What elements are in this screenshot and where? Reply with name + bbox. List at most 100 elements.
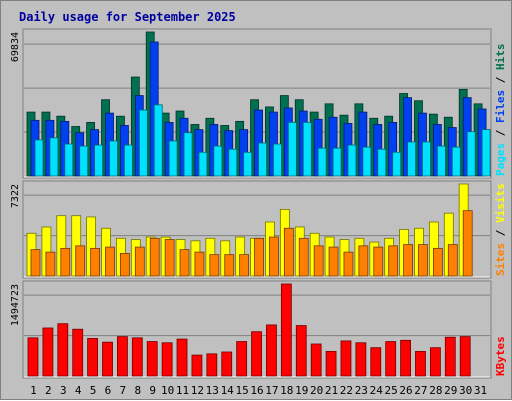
bar-sites-day-26 <box>403 244 413 277</box>
side-label-separator: / <box>494 223 507 243</box>
y-max-label: 69834 <box>10 32 21 62</box>
bar-sites-day-5 <box>90 247 101 277</box>
bar-kbytes-day-21 <box>325 350 337 377</box>
side-label-pages: Pages <box>494 143 507 176</box>
bar-sites-day-6 <box>105 246 115 277</box>
bar-pages-day-29 <box>451 146 461 177</box>
bar-sites-day-21 <box>328 246 339 277</box>
bar-pages-day-9 <box>153 104 163 177</box>
bar-sites-day-9 <box>149 237 160 277</box>
bar-pages-day-10 <box>168 140 178 177</box>
bar-pages-day-27 <box>422 141 431 177</box>
bar-kbytes-day-15 <box>236 341 248 377</box>
x-tick-day-29: 29 <box>444 384 457 397</box>
bar-sites-day-1 <box>30 249 41 277</box>
x-tick-day-11: 11 <box>176 384 189 397</box>
bar-kbytes-day-1 <box>27 337 39 377</box>
bar-pages-day-6 <box>109 140 118 177</box>
bar-pages-day-24 <box>377 148 387 177</box>
x-tick-day-3: 3 <box>60 384 67 397</box>
bar-kbytes-day-7 <box>117 336 128 377</box>
bar-kbytes-day-28 <box>429 347 441 377</box>
bar-pages-day-17 <box>273 143 282 177</box>
bar-pages-day-25 <box>392 151 402 177</box>
bar-sites-day-7 <box>120 252 130 277</box>
bar-kbytes-day-26 <box>400 339 411 377</box>
bar-pages-day-7 <box>124 144 133 177</box>
bar-kbytes-day-29 <box>444 336 456 377</box>
bar-sites-day-28 <box>432 247 443 277</box>
bar-kbytes-day-16 <box>251 331 262 377</box>
x-tick-day-15: 15 <box>235 384 248 397</box>
panel-kbytes: 1494723 KBytes <box>10 280 507 379</box>
x-tick-day-28: 28 <box>429 384 442 397</box>
bar-kbytes-day-13 <box>206 353 218 377</box>
bar-sites-day-3 <box>60 247 71 277</box>
side-label-kbytes: KBytes <box>494 336 507 376</box>
y-max-label: 1494723 <box>10 284 21 326</box>
bar-kbytes-day-10 <box>161 342 173 377</box>
x-tick-day-16: 16 <box>250 384 263 397</box>
bar-sites-day-14 <box>224 254 235 277</box>
side-label-hits-files-pages: Pages / Files / Hits <box>494 44 507 177</box>
side-label-separator: / <box>494 70 507 90</box>
x-tick-day-24: 24 <box>370 384 384 397</box>
side-label-files: Files <box>494 90 507 123</box>
bar-sites-day-15 <box>239 254 250 277</box>
bar-kbytes-day-2 <box>42 327 54 377</box>
side-label-kbytes: KBytes <box>494 336 507 376</box>
x-tick-day-13: 13 <box>206 384 219 397</box>
bar-sites-day-23 <box>358 245 369 277</box>
bar-sites-day-11 <box>179 249 190 277</box>
bar-sites-day-4 <box>75 245 86 277</box>
x-tick-day-8: 8 <box>134 384 141 397</box>
side-label-hits: Hits <box>494 44 507 71</box>
bar-sites-day-30 <box>462 210 473 277</box>
bar-pages-day-2 <box>49 137 59 177</box>
bar-sites-day-20 <box>313 245 324 277</box>
bar-kbytes-day-23 <box>355 342 367 377</box>
side-label-visits: Visits <box>494 183 507 223</box>
bar-pages-day-5 <box>94 144 104 177</box>
bar-pages-day-4 <box>79 145 89 177</box>
x-tick-day-12: 12 <box>191 384 204 397</box>
bar-kbytes-day-27 <box>415 350 426 377</box>
x-tick-day-5: 5 <box>90 384 97 397</box>
bar-kbytes-day-12 <box>191 354 203 377</box>
bar-sites-day-19 <box>298 237 309 277</box>
side-label-sites: Sites <box>494 243 507 276</box>
bar-pages-day-30 <box>466 131 476 177</box>
x-tick-day-19: 19 <box>295 384 308 397</box>
bar-pages-day-15 <box>243 151 253 177</box>
x-tick-day-4: 4 <box>75 384 82 397</box>
bar-sites-day-22 <box>343 251 354 277</box>
bar-pages-day-21 <box>332 147 342 177</box>
bar-pages-day-8 <box>138 109 148 177</box>
bar-kbytes-day-20 <box>310 343 322 377</box>
bar-sites-day-27 <box>418 244 428 277</box>
chart-title: Daily usage for September 2025 <box>19 10 236 24</box>
bar-sites-day-25 <box>388 245 399 277</box>
x-tick-day-27: 27 <box>414 384 427 397</box>
x-tick-day-6: 6 <box>105 384 112 397</box>
bar-pages-day-18 <box>287 121 297 177</box>
bar-pages-day-23 <box>362 146 372 177</box>
bar-sites-day-16 <box>254 237 264 277</box>
side-label-separator: / <box>494 123 507 143</box>
bar-kbytes-day-3 <box>57 323 69 377</box>
panel-visits-sites: 7322 Sites / Visits <box>10 180 507 279</box>
bar-pages-day-19 <box>302 121 312 177</box>
bar-pages-day-1 <box>34 139 44 177</box>
bar-sites-day-12 <box>194 251 205 277</box>
bar-sites-day-2 <box>45 251 56 277</box>
bar-kbytes-day-6 <box>102 341 113 377</box>
bar-kbytes-day-8 <box>131 337 143 377</box>
bar-kbytes-day-22 <box>340 340 352 377</box>
bar-pages-day-11 <box>183 132 193 177</box>
x-tick-day-17: 17 <box>265 384 278 397</box>
x-tick-day-9: 9 <box>149 384 156 397</box>
x-tick-day-26: 26 <box>399 384 412 397</box>
bar-sites-day-24 <box>373 246 384 277</box>
bar-pages-day-16 <box>258 142 267 177</box>
